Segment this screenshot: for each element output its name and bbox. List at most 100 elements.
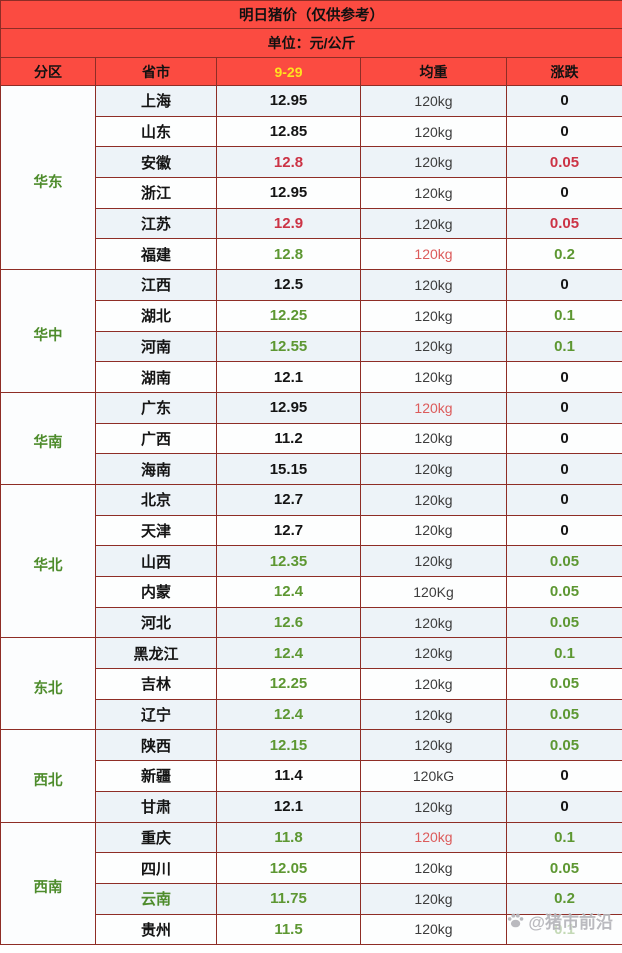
- weight-cell: 120kg: [360, 637, 507, 670]
- table-row: 山西 12.35 120kg 0.05: [0, 545, 622, 577]
- change-cell: 0: [505, 177, 622, 209]
- province-cell: 吉林: [95, 668, 217, 700]
- weight-cell: 120kg: [360, 698, 507, 731]
- province-cell: 河南: [95, 330, 217, 363]
- table-row: 山东 12.85 120kg 0: [0, 115, 622, 148]
- change-cell: 0: [505, 483, 622, 516]
- column-header-weight: 均重: [360, 57, 507, 86]
- region-cell: 华东: [0, 84, 96, 271]
- table-row: 江苏 12.9 120kg 0.05: [0, 207, 622, 240]
- province-cell: 贵州: [95, 913, 217, 946]
- province-cell: 新疆: [95, 760, 217, 792]
- price-cell: 12.25: [216, 668, 361, 700]
- province-cell: 北京: [95, 483, 217, 516]
- table-row: 华东 上海 12.95 120kg 0: [0, 84, 622, 271]
- table-row: 贵州 11.5 120kg 0.1: [0, 913, 622, 946]
- price-cell: 12.7: [216, 514, 361, 547]
- table-row: 安徽 12.8 120kg 0.05: [0, 146, 622, 179]
- change-cell: 0.2: [505, 238, 622, 271]
- table-row: 甘肃 12.1 120kg 0: [0, 790, 622, 823]
- province-cell: 广东: [95, 391, 217, 424]
- column-header-row: 分区 省市 9-29 均重 涨跌: [0, 57, 622, 86]
- table-row: 新疆 11.4 120kG 0: [0, 760, 622, 792]
- weight-cell: 120kg: [360, 207, 507, 240]
- change-cell: 0: [505, 391, 622, 424]
- price-cell: 12.35: [216, 545, 361, 577]
- price-cell: 12.55: [216, 330, 361, 363]
- unit-row: 单位：元/公斤: [0, 28, 622, 58]
- price-cell: 12.8: [216, 146, 361, 179]
- change-cell: 0.05: [505, 545, 622, 577]
- province-cell: 安徽: [95, 146, 217, 179]
- province-cell: 四川: [95, 852, 217, 884]
- province-cell: 陕西: [95, 729, 217, 762]
- price-cell: 11.4: [216, 760, 361, 792]
- price-cell: 12.4: [216, 698, 361, 731]
- price-cell: 11.2: [216, 422, 361, 455]
- province-cell: 甘肃: [95, 790, 217, 823]
- table-row: 东北 黑龙江 12.4 120kg 0.1: [0, 637, 622, 731]
- province-cell: 湖南: [95, 361, 217, 393]
- column-header-region: 分区: [0, 57, 96, 86]
- column-header-change: 涨跌: [505, 57, 622, 86]
- weight-cell: 120kg: [360, 422, 507, 455]
- change-cell: 0: [505, 269, 622, 301]
- price-cell: 12.25: [216, 299, 361, 332]
- weight-cell: 120kg: [360, 453, 507, 485]
- province-cell: 浙江: [95, 177, 217, 209]
- weight-cell: 120kg: [360, 115, 507, 148]
- weight-cell: 120kg: [360, 299, 507, 332]
- price-cell: 12.9: [216, 207, 361, 240]
- change-cell: 0.1: [505, 821, 622, 854]
- province-cell: 黑龙江: [95, 637, 217, 670]
- price-cell: 12.1: [216, 361, 361, 393]
- price-cell: 12.8: [216, 238, 361, 271]
- price-cell: 11.5: [216, 913, 361, 946]
- unit-label: 单位：元/公斤: [0, 28, 622, 58]
- price-cell: 11.75: [216, 882, 361, 915]
- table-row: 内蒙 12.4 120Kg 0.05: [0, 576, 622, 608]
- region-cell: 东北: [0, 637, 96, 731]
- weight-cell: 120kg: [360, 668, 507, 700]
- change-cell: 0.05: [505, 698, 622, 731]
- page-title: 明日猪价（仅供参考）: [0, 0, 622, 29]
- change-cell: 0: [505, 85, 622, 117]
- column-header-date: 9-29: [216, 57, 361, 86]
- price-cell: 12.85: [216, 115, 361, 148]
- weight-cell: 120kg: [360, 606, 507, 639]
- price-cell: 12.95: [216, 177, 361, 209]
- weight-cell: 120kg: [360, 483, 507, 516]
- price-cell: 12.4: [216, 576, 361, 608]
- region-cell: 华北: [0, 483, 96, 639]
- table-row: 福建 12.8 120kg 0.2: [0, 238, 622, 271]
- table-row: 河南 12.55 120kg 0.1: [0, 330, 622, 363]
- province-cell: 湖北: [95, 299, 217, 332]
- weight-cell: 120kg: [360, 391, 507, 424]
- change-cell: 0.1: [505, 637, 622, 670]
- table-row: 天津 12.7 120kg 0: [0, 514, 622, 547]
- weight-cell: 120kg: [360, 882, 507, 915]
- weight-cell: 120kg: [360, 177, 507, 209]
- change-cell: 0.1: [505, 299, 622, 332]
- price-cell: 12.6: [216, 606, 361, 639]
- price-cell: 12.95: [216, 85, 361, 117]
- table-row: 广西 11.2 120kg 0: [0, 422, 622, 455]
- weight-cell: 120Kg: [360, 576, 507, 608]
- province-cell: 山西: [95, 545, 217, 577]
- title-row: 明日猪价（仅供参考）: [0, 0, 622, 29]
- change-cell: 0.1: [505, 913, 622, 946]
- price-cell: 12.15: [216, 729, 361, 762]
- table-row: 辽宁 12.4 120kg 0.05: [0, 698, 622, 731]
- weight-cell: 120kg: [360, 545, 507, 577]
- column-header-province: 省市: [95, 57, 217, 86]
- province-cell: 内蒙: [95, 576, 217, 608]
- province-cell: 福建: [95, 238, 217, 271]
- province-cell: 辽宁: [95, 698, 217, 731]
- table-row: 云南 11.75 120kg 0.2: [0, 882, 622, 915]
- weight-cell: 120kg: [360, 790, 507, 823]
- table-row: 湖北 12.25 120kg 0.1: [0, 299, 622, 332]
- weight-cell: 120kg: [360, 361, 507, 393]
- table-row: 西南 重庆 11.8 120kg 0.1: [0, 821, 622, 946]
- table-body: 华东 上海 12.95 120kg 0 山东 12.85 120kg 0 安徽 12.8 120kg 0…: [0, 84, 622, 946]
